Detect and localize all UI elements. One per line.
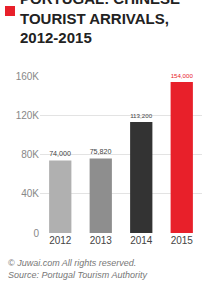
svg-text:80K: 80K <box>21 149 39 160</box>
svg-text:113,200: 113,200 <box>130 112 153 119</box>
svg-text:Source: Portugal Tourism Autho: Source: Portugal Tourism Authority <box>8 270 147 280</box>
svg-text:154,000: 154,000 <box>171 72 194 79</box>
svg-text:PORTUGAL: CHINESETOURIST ARRIV: PORTUGAL: CHINESETOURIST ARRIVALS,2012-2… <box>20 0 180 46</box>
svg-text:2014: 2014 <box>130 235 153 246</box>
svg-text:© Juwai.com All rights reserve: © Juwai.com All rights reserved. <box>8 258 136 268</box>
svg-text:40K: 40K <box>21 188 39 199</box>
svg-text:0: 0 <box>33 228 39 239</box>
svg-text:120K: 120K <box>16 110 40 121</box>
svg-text:160K: 160K <box>16 71 40 82</box>
svg-text:2012: 2012 <box>49 235 72 246</box>
svg-text:75,820: 75,820 <box>90 148 112 156</box>
svg-text:2013: 2013 <box>90 235 113 246</box>
svg-text:2015: 2015 <box>171 235 194 246</box>
svg-text:74,000: 74,000 <box>49 150 71 158</box>
